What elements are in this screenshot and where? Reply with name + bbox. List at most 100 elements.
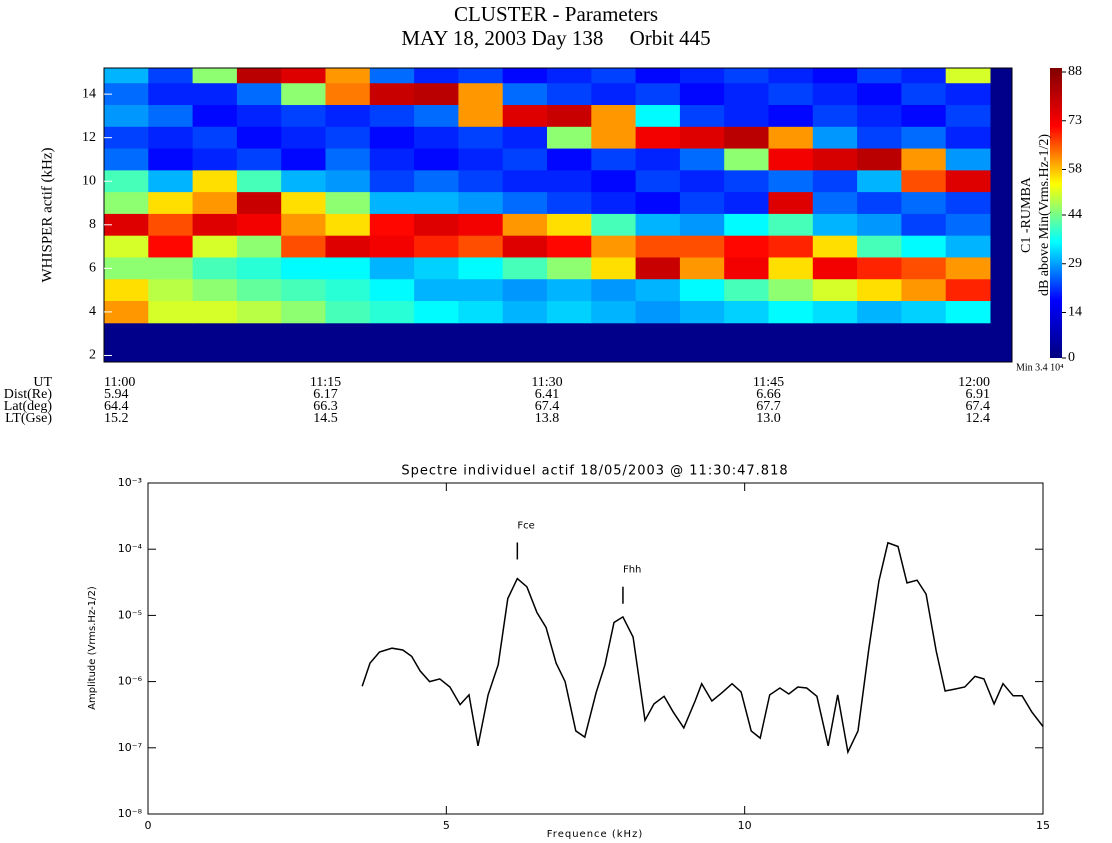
heat-cell: [812, 235, 858, 258]
heat-cell: [104, 257, 149, 280]
heat-cell: [679, 148, 725, 171]
heat-cell: [591, 170, 637, 193]
y-tick-label: 10: [82, 173, 96, 188]
heat-cell: [591, 235, 637, 258]
heat-cell: [547, 192, 592, 215]
spectrum-line: [361, 541, 1044, 755]
heat-cell: [325, 257, 371, 280]
heat-cell: [768, 279, 814, 302]
heat-cell: [236, 68, 282, 84]
heat-cell: [458, 105, 504, 128]
chart-title: Spectre individuel actif 18/05/2003 @ 11…: [401, 464, 788, 479]
heat-cell: [724, 213, 769, 237]
ephemeris-label: Dist(Re): [4, 387, 53, 402]
heat-cell: [325, 192, 371, 215]
x-tick-label: 10: [738, 819, 752, 832]
heat-cell: [148, 213, 194, 237]
colorbar-tick-label: 14: [1068, 305, 1082, 320]
heat-cell: [281, 192, 326, 215]
heat-cell: [236, 257, 282, 280]
heat-cell: [192, 83, 238, 106]
heat-cell: [104, 192, 149, 215]
ephemeris-label: Lat(deg): [4, 399, 53, 414]
heat-cell: [414, 105, 459, 128]
heat-cell: [281, 148, 326, 171]
heat-cell: [857, 257, 902, 280]
heat-cell: [857, 148, 902, 171]
ephemeris-value: 67.7: [756, 399, 781, 414]
y-axis-label: Amplitude (Vrms.Hz-1/2): [87, 586, 98, 710]
heat-cell: [192, 213, 238, 237]
heat-cell: [414, 148, 459, 171]
heat-cell: [369, 213, 415, 237]
x-tick-label: 15: [1036, 819, 1050, 832]
heat-cell: [192, 257, 238, 280]
x-axis-label: Frequence (kHz): [547, 829, 643, 840]
heat-cell: [679, 105, 725, 128]
heat-cell: [414, 301, 459, 324]
heat-cell: [724, 148, 769, 171]
heat-cell: [901, 235, 947, 258]
heat-cell: [369, 68, 415, 84]
y-axis-label: WHISPER actif (kHz): [39, 148, 55, 283]
colorbar: [1050, 68, 1062, 358]
ephemeris-value: 6.91: [966, 387, 991, 402]
y-tick-label: 12: [82, 130, 96, 145]
heat-cell: [502, 148, 548, 171]
heat-cell: [812, 105, 858, 128]
heat-cell: [812, 257, 858, 280]
heat-cell: [812, 83, 858, 106]
heat-cell: [458, 126, 504, 150]
heat-cell: [192, 235, 238, 258]
heat-cell: [901, 257, 947, 280]
heat-cell: [148, 279, 194, 302]
heat-cell: [281, 279, 326, 302]
heat-cell: [635, 126, 681, 150]
heat-cell: [414, 279, 459, 302]
heat-cell: [148, 257, 194, 280]
colorbar-tick-label: 88: [1068, 64, 1082, 79]
ephemeris-value: 11:45: [753, 375, 784, 390]
heat-cell: [945, 148, 991, 171]
heat-cell: [148, 126, 194, 150]
y-tick-label: 14: [82, 86, 96, 101]
heat-cell: [148, 83, 194, 106]
heat-cell: [236, 170, 282, 193]
ephemeris-value: 14.5: [313, 411, 338, 426]
heat-cell: [812, 213, 858, 237]
heat-cell: [547, 279, 592, 302]
heat-cell: [104, 148, 149, 171]
heat-cell: [635, 148, 681, 171]
heat-cell: [281, 301, 326, 324]
y-tick-label: 10⁻⁵: [118, 608, 142, 621]
heat-cell: [591, 68, 637, 84]
heat-cell: [458, 170, 504, 193]
heat-cell: [547, 213, 592, 237]
ephemeris-value: 12:00: [958, 375, 990, 390]
heat-cell: [458, 301, 504, 324]
heat-cell: [812, 148, 858, 171]
heat-cell: [281, 257, 326, 280]
heat-cell: [679, 170, 725, 193]
ephemeris-value: 6.66: [756, 387, 781, 402]
heat-cell: [192, 301, 238, 324]
heat-cell: [945, 170, 991, 193]
heat-cell: [458, 83, 504, 106]
heat-cell: [591, 126, 637, 150]
heat-cell: [945, 301, 991, 324]
heat-cell: [502, 126, 548, 150]
heat-cell: [414, 257, 459, 280]
colorbar-tick-label: 73: [1068, 113, 1082, 128]
heat-cell: [148, 148, 194, 171]
heat-cell: [414, 235, 459, 258]
ephemeris-value: 66.3: [313, 399, 338, 414]
heat-cell: [635, 105, 681, 128]
heat-cell: [901, 126, 947, 150]
y-tick-label: 10⁻³: [118, 476, 142, 489]
heat-cell: [369, 279, 415, 302]
heat-cell: [724, 235, 769, 258]
colorbar-tick-label: 0: [1068, 350, 1075, 365]
heat-cell: [148, 301, 194, 324]
heat-cell: [236, 235, 282, 258]
heat-cell: [724, 192, 769, 215]
